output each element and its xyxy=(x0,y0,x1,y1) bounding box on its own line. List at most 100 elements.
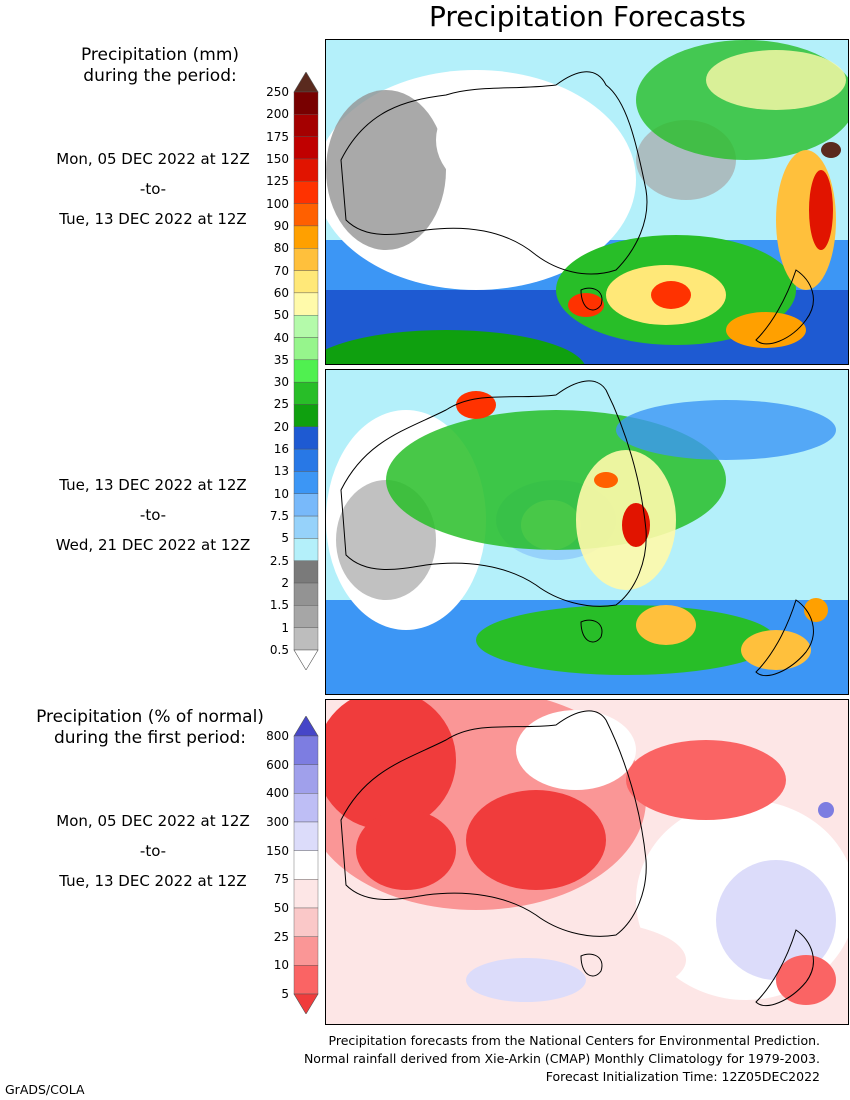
colorbar-swatch xyxy=(293,337,319,361)
colorbar-swatch xyxy=(293,793,319,823)
colorbar-swatch xyxy=(293,91,319,115)
colorbar-swatch xyxy=(293,292,319,316)
colorbar-swatch xyxy=(293,965,319,995)
colorbar-swatch xyxy=(293,735,319,765)
colorbar-tick-label: 175 xyxy=(266,129,289,144)
colorbar-tick-label: 200 xyxy=(266,107,289,122)
period2-dates: Tue, 13 DEC 2022 at 12Z -to- Wed, 21 DEC… xyxy=(28,476,278,566)
colorbar-tick-label: 800 xyxy=(266,729,289,743)
colorbar-tick-label: 25 xyxy=(273,929,289,944)
colorbar-top-arrow xyxy=(293,716,319,737)
colorbar-tick-label: 2 xyxy=(281,576,289,591)
colorbar-top-arrow xyxy=(293,72,319,93)
period3-dates: Mon, 05 DEC 2022 at 12Z -to- Tue, 13 DEC… xyxy=(28,812,278,902)
colorbar-tick-label: 35 xyxy=(273,352,289,367)
anomaly-map xyxy=(326,700,848,1024)
colorbar-swatch xyxy=(293,448,319,472)
footer-line-2: Normal rainfall derived from Xie-Arkin (… xyxy=(303,1051,820,1066)
colorbar-swatch xyxy=(293,879,319,909)
colorbar-tick-label: 25 xyxy=(273,397,289,412)
colorbar-swatch xyxy=(293,181,319,204)
colorbar-tick-label: 5 xyxy=(281,987,289,1001)
amount-legend-header-line2: during the period: xyxy=(83,66,237,86)
period2-sep: -to- xyxy=(139,506,167,524)
colorbar-tick-label: 400 xyxy=(266,786,289,801)
colorbar-tick-label: 150 xyxy=(266,151,289,166)
colorbar-tick-label: 13 xyxy=(273,464,289,479)
map-panel-period2 xyxy=(325,369,849,695)
colorbar-swatch xyxy=(293,426,319,450)
amount-legend-header: Precipitation (mm) during the period: xyxy=(20,45,300,87)
colorbar-swatch xyxy=(293,359,319,383)
colorbar-swatch xyxy=(293,158,319,182)
colorbar-swatch xyxy=(293,493,319,517)
anomaly-colorbar xyxy=(293,716,319,1014)
footer-line-3: Forecast Initialization Time: 12Z05DEC20… xyxy=(545,1069,820,1084)
colorbar-swatch xyxy=(293,203,319,227)
colorbar-swatch xyxy=(293,850,319,880)
colorbar-bottom-arrow xyxy=(293,649,319,670)
colorbar-tick-label: 70 xyxy=(273,263,289,278)
colorbar-bottom-arrow xyxy=(293,993,319,1014)
colorbar-swatch xyxy=(293,821,319,851)
period2-end: Wed, 21 DEC 2022 at 12Z xyxy=(55,536,251,554)
precip-map-1 xyxy=(326,40,848,364)
amount-legend-header-line1: Precipitation (mm) xyxy=(80,45,240,65)
colorbar-tick-label: 80 xyxy=(273,241,289,256)
colorbar-tick-label: 1 xyxy=(281,620,289,635)
colorbar-swatch xyxy=(293,560,319,584)
colorbar-swatch xyxy=(293,404,319,428)
amount-colorbar xyxy=(293,72,319,670)
colorbar-tick-label: 0.5 xyxy=(269,643,289,657)
period1-sep: -to- xyxy=(139,180,167,198)
period3-start: Mon, 05 DEC 2022 at 12Z xyxy=(56,812,250,830)
colorbar-tick-label: 7.5 xyxy=(269,509,289,524)
colorbar-tick-label: 250 xyxy=(266,85,289,99)
colorbar-swatch xyxy=(293,136,319,160)
colorbar-swatch xyxy=(293,381,319,405)
colorbar-swatch xyxy=(293,627,319,651)
period3-end: Tue, 13 DEC 2022 at 12Z xyxy=(59,872,247,890)
colorbar-tick-label: 10 xyxy=(273,486,289,501)
colorbar-tick-label: 5 xyxy=(281,531,289,546)
colorbar-tick-label: 75 xyxy=(273,872,289,887)
colorbar-swatch xyxy=(293,248,319,271)
credit-label: GrADS/COLA xyxy=(5,1082,85,1097)
colorbar-tick-label: 10 xyxy=(273,958,289,973)
colorbar-tick-label: 40 xyxy=(273,330,289,345)
colorbar-swatch xyxy=(293,114,319,137)
colorbar-swatch xyxy=(293,225,319,249)
map-panel-period1 xyxy=(325,39,849,365)
page-title: Precipitation Forecasts xyxy=(429,0,746,33)
period3-sep: -to- xyxy=(139,842,167,860)
colorbar-tick-label: 100 xyxy=(266,196,289,211)
colorbar-swatch xyxy=(293,314,319,338)
colorbar-tick-label: 50 xyxy=(273,308,289,323)
colorbar-tick-label: 300 xyxy=(266,815,289,829)
colorbar-tick-label: 150 xyxy=(266,843,289,858)
colorbar-swatch xyxy=(293,515,319,539)
period1-end: Tue, 13 DEC 2022 at 12Z xyxy=(59,210,247,228)
anomaly-legend-header: Precipitation (% of normal) during the f… xyxy=(10,707,290,749)
colorbar-tick-label: 2.5 xyxy=(269,553,289,568)
anomaly-legend-header-line2: during the first period: xyxy=(53,728,247,748)
footer-line-1: Precipitation forecasts from the Nationa… xyxy=(328,1033,820,1048)
precip-map-2 xyxy=(326,370,848,694)
colorbar-tick-label: 125 xyxy=(266,174,289,189)
colorbar-swatch xyxy=(293,605,319,628)
colorbar-swatch xyxy=(293,582,319,606)
colorbar-tick-label: 60 xyxy=(273,285,289,300)
footer-notes: Precipitation forecasts from the Nationa… xyxy=(304,1032,820,1086)
colorbar-swatch xyxy=(293,936,319,966)
map-panel-anomaly xyxy=(325,699,849,1025)
colorbar-tick-label: 90 xyxy=(273,218,289,233)
period1-start: Mon, 05 DEC 2022 at 12Z xyxy=(56,150,250,168)
colorbar-tick-label: 1.5 xyxy=(269,598,289,613)
colorbar-swatch xyxy=(293,764,319,794)
colorbar-swatch xyxy=(293,471,319,494)
colorbar-tick-label: 30 xyxy=(273,375,289,390)
colorbar-tick-label: 50 xyxy=(273,901,289,915)
period1-dates: Mon, 05 DEC 2022 at 12Z -to- Tue, 13 DEC… xyxy=(28,150,278,240)
colorbar-tick-label: 16 xyxy=(273,442,289,457)
colorbar-swatch xyxy=(293,538,319,561)
